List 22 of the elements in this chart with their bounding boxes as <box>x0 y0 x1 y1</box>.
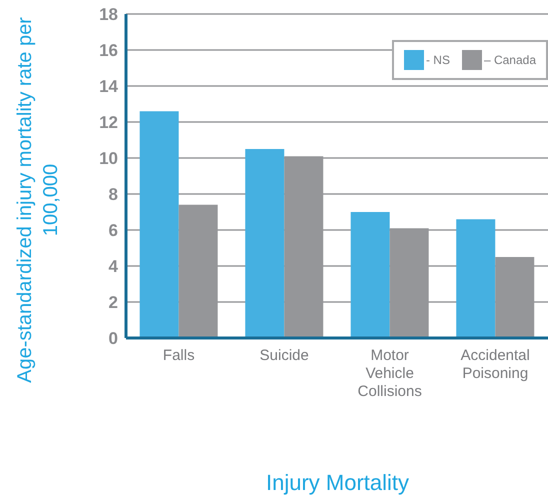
x-tick-label: Suicide <box>260 347 309 364</box>
x-axis-title: Injury Mortality <box>264 470 410 496</box>
y-tick-label: 16 <box>99 41 118 60</box>
x-tick-label: Motor Vehicle Collisions <box>358 347 422 400</box>
legend-label: - NS <box>424 52 450 69</box>
y-tick-label: 2 <box>108 293 118 312</box>
y-tick-label: 8 <box>108 185 118 204</box>
y-tick-label: 4 <box>108 257 119 276</box>
y-tick-label: 10 <box>99 149 118 168</box>
y-tick-label: 12 <box>99 113 118 132</box>
bar <box>350 212 390 338</box>
bar <box>245 149 284 338</box>
bar <box>456 219 496 338</box>
y-tick-label: 18 <box>99 5 118 24</box>
bar <box>140 111 179 338</box>
y-tick-label: 6 <box>108 221 118 240</box>
x-tick-label: Falls <box>162 347 195 364</box>
x-tick-label: Accidental Poisoning <box>460 347 530 382</box>
y-axis-title: Age-standardized injury mortality rate per 100,000 <box>13 16 63 385</box>
y-tick-label: 14 <box>99 77 119 96</box>
y-tick-label: 0 <box>108 329 118 348</box>
legend-label: – Canada <box>482 52 536 69</box>
